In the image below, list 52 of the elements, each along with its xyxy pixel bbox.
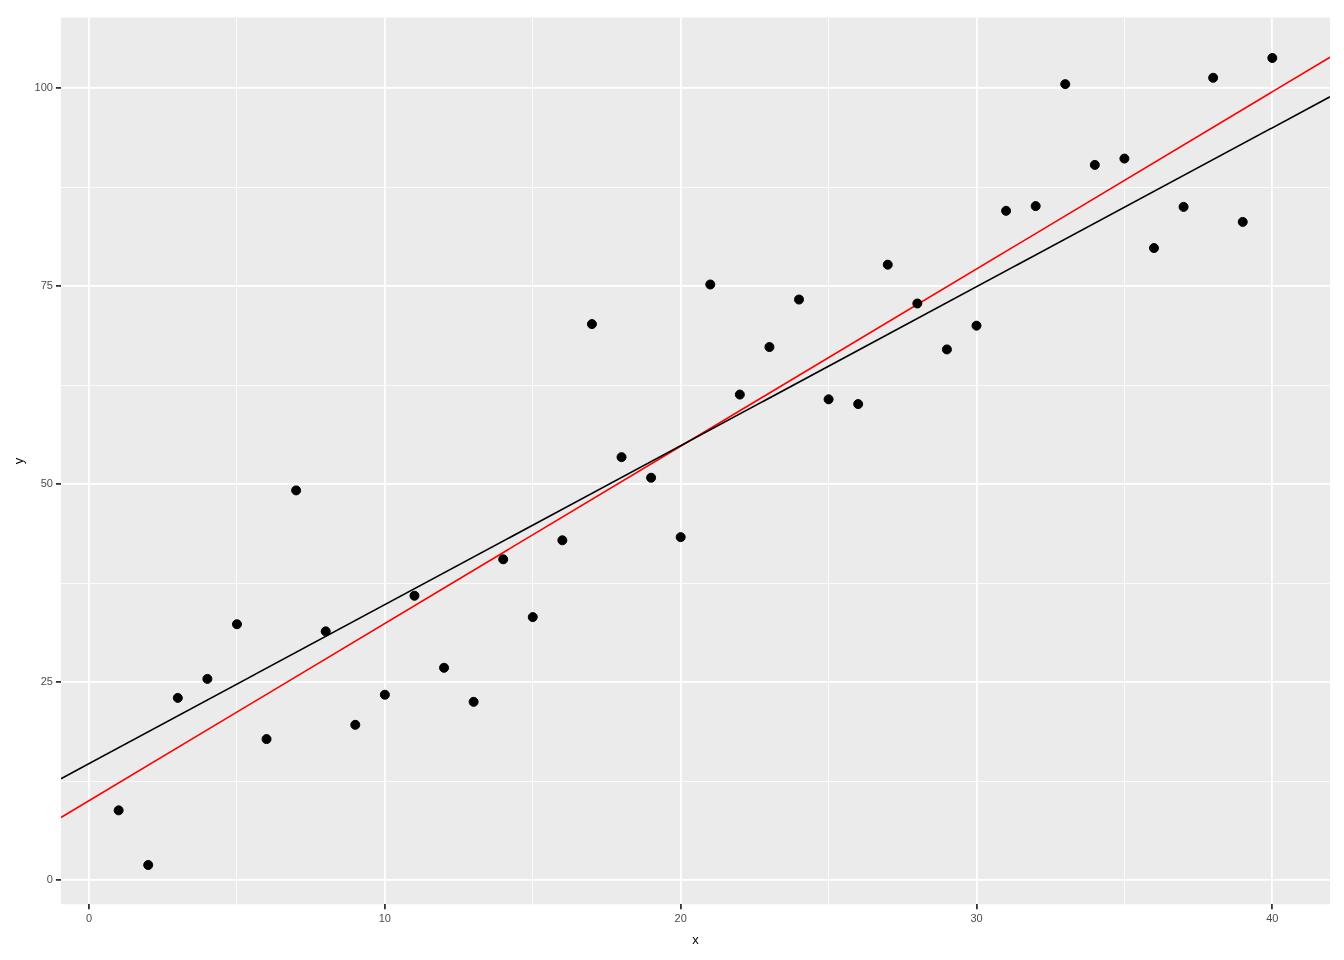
point xyxy=(1030,201,1041,212)
y-axis-title: y xyxy=(11,457,27,465)
point xyxy=(764,342,775,353)
point xyxy=(1208,72,1219,83)
point xyxy=(734,389,745,400)
point xyxy=(231,619,242,630)
point xyxy=(527,612,538,623)
point xyxy=(1119,153,1130,164)
point xyxy=(468,696,479,707)
point xyxy=(1237,216,1248,227)
point xyxy=(113,805,124,816)
x-tick-label: 0 xyxy=(85,911,93,924)
point xyxy=(1178,201,1189,212)
point xyxy=(1060,79,1071,90)
y-tick-label: 50 xyxy=(40,477,53,490)
point xyxy=(586,319,597,330)
point xyxy=(143,860,154,870)
point xyxy=(291,485,302,496)
point xyxy=(557,535,568,546)
point xyxy=(794,294,805,305)
point xyxy=(705,279,716,290)
point xyxy=(823,394,834,405)
point xyxy=(409,590,420,601)
point xyxy=(320,626,331,637)
point xyxy=(439,662,450,673)
y-tick-label: 25 xyxy=(40,675,53,688)
point xyxy=(912,298,923,309)
point xyxy=(202,673,213,684)
point xyxy=(379,689,390,700)
point xyxy=(261,734,272,745)
x-tick-label: 30 xyxy=(970,911,983,924)
point xyxy=(1148,243,1159,254)
point xyxy=(941,344,952,355)
point xyxy=(853,399,864,410)
x-tick-label: 40 xyxy=(1266,911,1279,924)
x-axis-title: x xyxy=(692,931,700,947)
point xyxy=(971,320,982,331)
point xyxy=(498,554,509,565)
point xyxy=(882,259,893,270)
point xyxy=(1089,159,1100,170)
point xyxy=(350,719,361,730)
y-tick-label: 75 xyxy=(40,279,53,292)
x-tick-label: 20 xyxy=(674,911,687,924)
y-tick-label: 0 xyxy=(46,873,53,886)
point xyxy=(616,452,627,463)
point xyxy=(646,472,657,483)
point xyxy=(1001,205,1012,216)
x-tick-label: 10 xyxy=(378,911,391,924)
point xyxy=(675,532,686,543)
point xyxy=(1267,52,1278,63)
point xyxy=(172,692,183,703)
y-tick-label: 100 xyxy=(34,81,53,94)
